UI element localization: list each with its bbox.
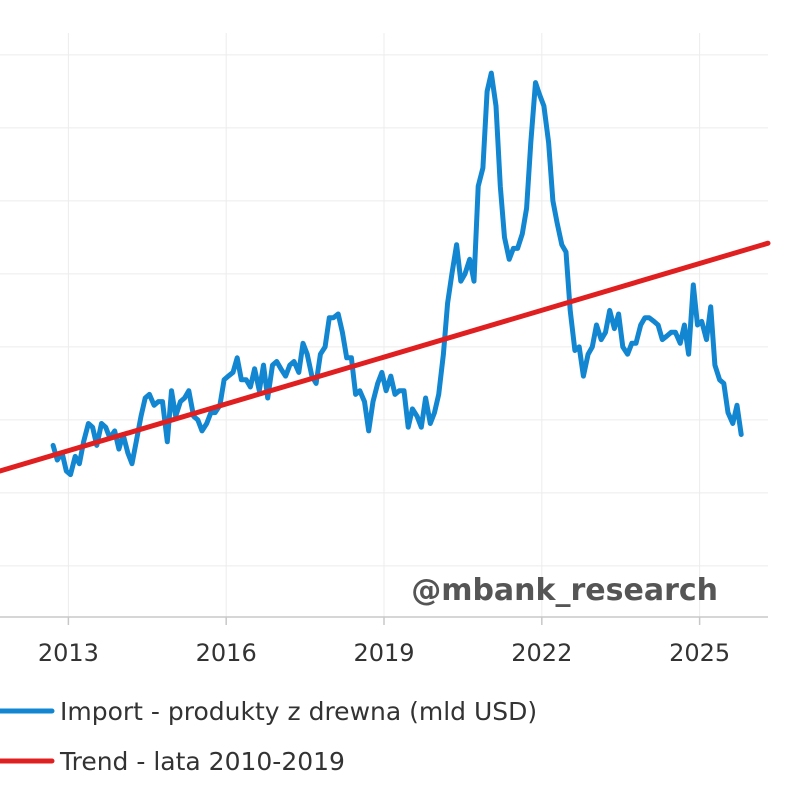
legend-label-import: Import - produkty z drewna (mld USD) bbox=[60, 697, 537, 726]
x-tick-label: 2025 bbox=[669, 639, 730, 667]
x-tick-label: 2016 bbox=[196, 639, 257, 667]
x-tick-label: 2019 bbox=[353, 639, 414, 667]
series-line-trend bbox=[0, 240, 771, 474]
legend: Import - produkty z drewna (mld USD) Tren… bbox=[0, 697, 537, 776]
x-tick-label: 2022 bbox=[511, 639, 572, 667]
series-line-import bbox=[50, 70, 744, 478]
x-tick-labels: 2013 2016 2019 2022 2025 bbox=[38, 617, 730, 667]
watermark: @mbank_research bbox=[411, 573, 718, 608]
x-tick-label: 2013 bbox=[38, 639, 99, 667]
legend-label-trend: Trend - lata 2010-2019 bbox=[59, 747, 345, 776]
grid bbox=[0, 33, 768, 617]
series-lines bbox=[0, 70, 771, 478]
